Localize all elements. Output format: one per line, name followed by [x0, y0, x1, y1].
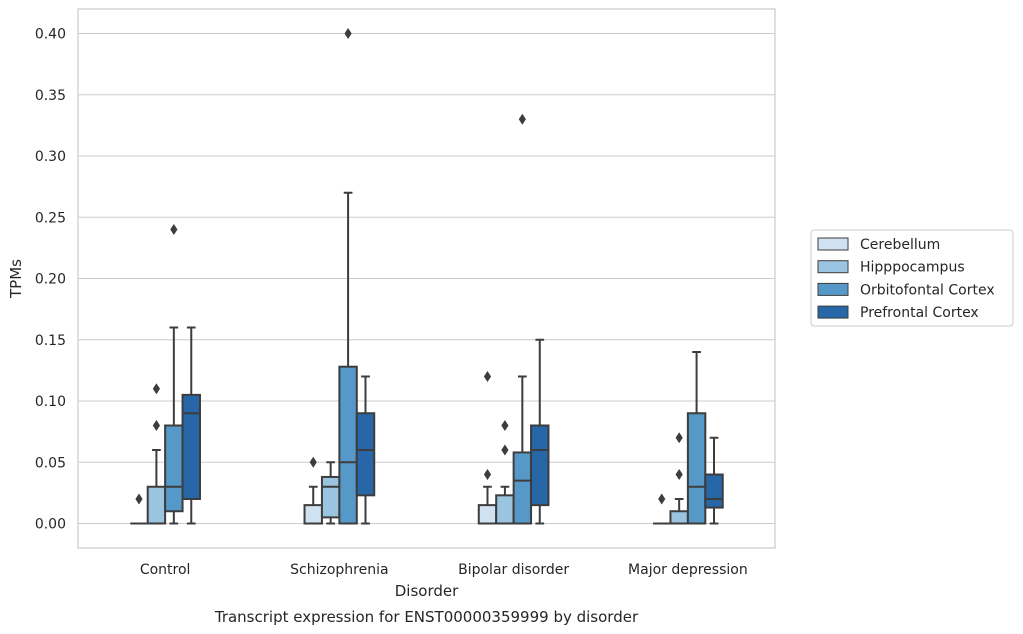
legend-swatch [817, 260, 849, 274]
box-body [495, 494, 515, 525]
x-tick-label: Schizophrenia [290, 562, 388, 578]
box-cerebellum [130, 493, 148, 525]
box-prefrontal-cortex [704, 436, 724, 525]
legend-swatch [817, 305, 849, 319]
box-cerebellum [303, 456, 323, 525]
outlier-marker [675, 469, 683, 480]
outlier-marker [518, 113, 526, 125]
y-tick-label: 0.20 [35, 272, 66, 288]
box-body [512, 451, 533, 525]
outlier-marker [344, 28, 352, 39]
box-body [164, 424, 184, 513]
box-body [477, 504, 498, 525]
box-orbitofontal-cortex [338, 28, 358, 525]
box-hipppocampus [146, 383, 167, 525]
box-body [704, 473, 724, 509]
legend-label: Orbitofontal Cortex [860, 282, 995, 298]
x-tick-label: Control [140, 562, 191, 578]
x-axis-title: Disorder [395, 582, 459, 600]
y-tick-label: 0.00 [35, 517, 66, 533]
box-body [181, 393, 201, 500]
box-body [303, 504, 323, 525]
boxplots [130, 28, 724, 525]
legend-swatch [817, 282, 849, 296]
y-tick-label: 0.35 [35, 88, 66, 104]
box-body [338, 365, 358, 525]
box-hipppocampus [669, 432, 689, 525]
x-tick-label: Bipolar disorder [458, 562, 569, 578]
legend-label: Prefrontal Cortex [860, 305, 979, 321]
y-tick-label: 0.10 [35, 394, 66, 410]
x-tick-labels: Control Schizophrenia Bipolar disorder Majo… [140, 562, 748, 578]
box-body [146, 485, 167, 525]
box-prefrontal-cortex [181, 326, 201, 525]
box-orbitofontal-cortex [164, 224, 184, 525]
y-tick-label: 0.15 [35, 333, 66, 349]
box-body [355, 412, 376, 497]
outlier-marker [483, 469, 492, 480]
legend: Cerebellum Hipppocampus Orbitofontal Corte… [810, 229, 1014, 327]
outlier-marker [658, 493, 666, 505]
y-tick-label: 0.25 [35, 210, 66, 226]
box-prefrontal-cortex [355, 375, 376, 525]
outlier-marker [170, 224, 178, 235]
box-cerebellum [653, 493, 671, 525]
box-orbitofontal-cortex [686, 351, 707, 525]
y-tick-label: 0.30 [35, 149, 66, 165]
box-prefrontal-cortex [530, 338, 550, 525]
box-body [320, 475, 341, 519]
box-body [669, 510, 689, 525]
outlier-marker [309, 456, 317, 468]
y-tick-label: 0.40 [35, 27, 66, 43]
box-cerebellum [477, 371, 498, 525]
box-hipppocampus [320, 461, 341, 525]
plot-area-frame [77, 8, 776, 549]
outlier-marker [135, 493, 143, 505]
outlier-marker [152, 420, 161, 431]
box-orbitofontal-cortex [512, 113, 533, 525]
legend-label: Cerebellum [860, 237, 940, 253]
outlier-marker [152, 383, 161, 395]
y-axis-title: TPMs [7, 259, 25, 299]
box-body [530, 424, 550, 507]
x-tick-label: Major depression [628, 562, 748, 578]
y-tick-labels: 0.00 0.05 0.10 0.15 0.20 0.25 0.30 0.35 0.40 [35, 27, 66, 533]
outlier-marker [501, 444, 509, 456]
outlier-marker [501, 420, 509, 431]
box-body [686, 412, 707, 525]
chart-caption: Transcript expression for ENST0000035999… [214, 608, 639, 626]
outlier-marker [483, 371, 492, 382]
legend-frame [810, 229, 1014, 327]
legend-swatch [817, 237, 849, 251]
box-hipppocampus [495, 420, 515, 525]
legend-label: Hipppocampus [860, 260, 965, 276]
outlier-marker [675, 432, 683, 444]
y-tick-label: 0.05 [35, 455, 66, 471]
